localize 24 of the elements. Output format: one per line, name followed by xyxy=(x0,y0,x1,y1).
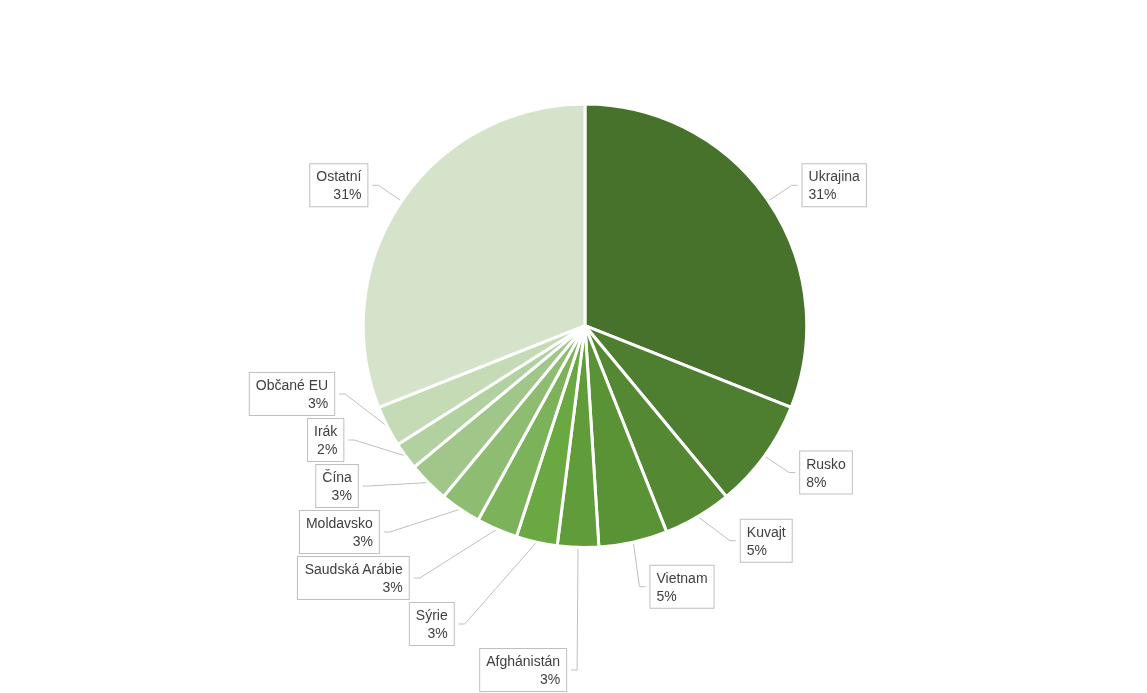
data-label: 5% xyxy=(746,541,768,558)
slice-label: Kuvajt xyxy=(746,523,786,540)
slice-label: Moldavsko xyxy=(305,515,374,531)
data-label: 8% xyxy=(806,473,827,490)
slice-label: Saudská Arábie xyxy=(304,561,403,577)
data-label: 3% xyxy=(331,487,352,503)
slice-label: Vietnam xyxy=(656,569,708,586)
slice-label: Čína xyxy=(322,469,353,485)
data-label: 3% xyxy=(427,625,448,641)
slice-label: Rusko xyxy=(806,455,847,472)
data-label: 3% xyxy=(307,395,329,411)
data-label: 31% xyxy=(808,186,837,203)
data-label: 3% xyxy=(382,579,403,595)
slice-label: Afghánistán xyxy=(486,653,561,669)
data-label: 3% xyxy=(352,533,373,549)
data-label: 3% xyxy=(539,671,561,687)
data-label: 2% xyxy=(317,441,338,457)
data-label: 31% xyxy=(333,186,362,203)
slice-label: Sýrie xyxy=(415,607,448,623)
slice-label: Ostatní xyxy=(316,168,362,185)
data-label: 5% xyxy=(656,587,677,604)
slice-label: Irák xyxy=(313,423,339,439)
slice-label: Občané EU xyxy=(255,377,329,393)
slice-label: Ukrajina xyxy=(808,168,861,185)
